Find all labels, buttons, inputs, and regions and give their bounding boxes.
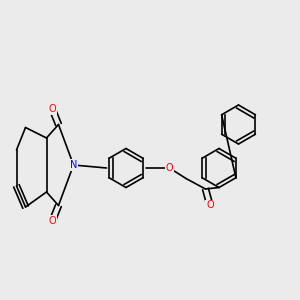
Text: O: O [206,200,214,211]
Text: O: O [49,104,56,115]
Text: N: N [70,160,77,170]
Text: O: O [49,215,56,226]
Text: O: O [166,163,173,173]
